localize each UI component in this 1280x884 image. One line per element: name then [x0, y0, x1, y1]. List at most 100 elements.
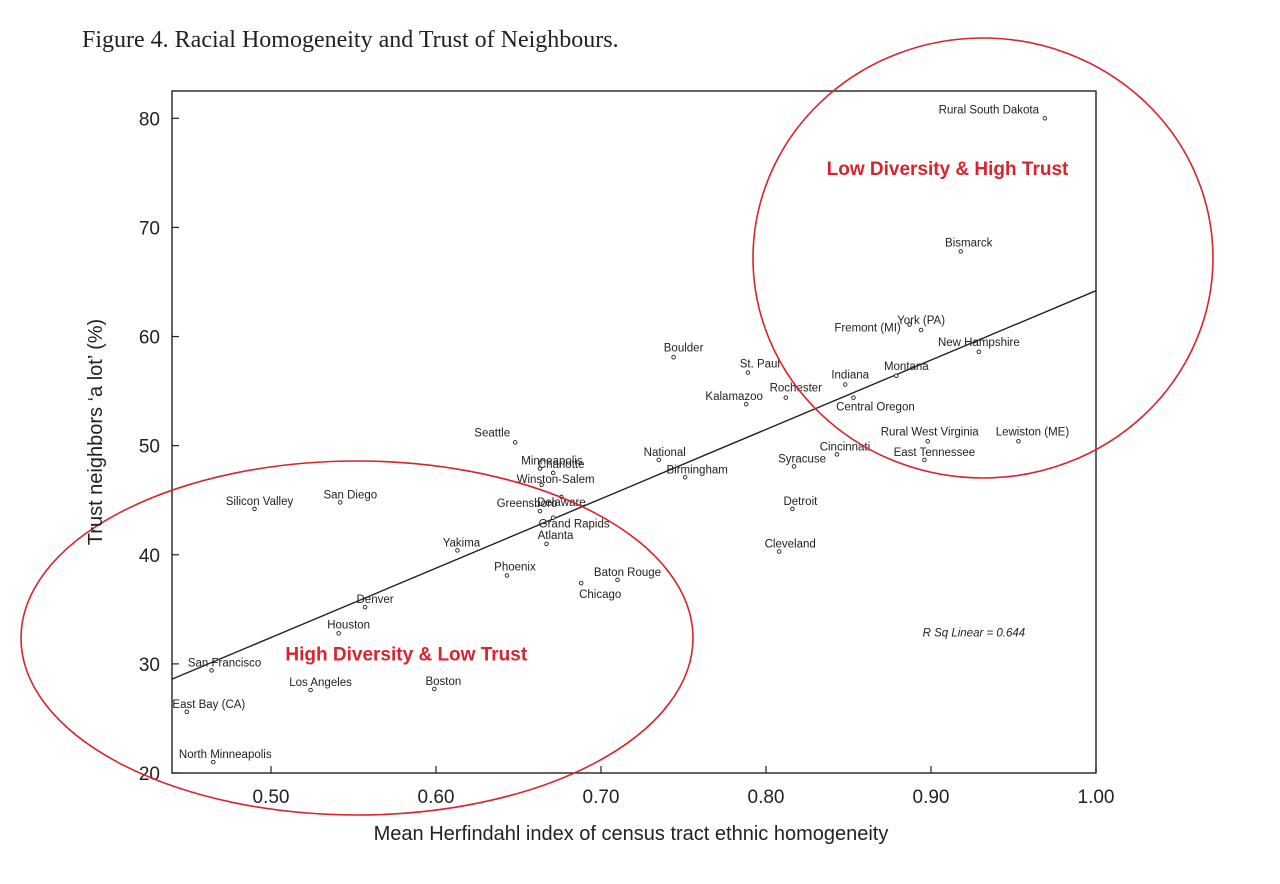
data-point	[512, 440, 518, 445]
point-label: Syracuse	[778, 453, 826, 465]
data-point	[656, 457, 662, 463]
data-point	[578, 580, 584, 586]
point-label: Atlanta	[538, 530, 574, 542]
data-point	[783, 395, 789, 400]
y-tick-label: 80	[139, 109, 160, 130]
point-label: San Francisco	[188, 657, 262, 669]
data-point	[851, 395, 856, 400]
point-label: Winston-Salem	[517, 474, 595, 486]
point-label: York (PA)	[897, 315, 945, 327]
data-point	[791, 464, 797, 469]
x-axis: 0.50 0.60 0.70 0.80 0.90 1.00	[253, 766, 1115, 808]
data-point	[834, 452, 840, 457]
x-tick-label: 0.50	[253, 787, 290, 808]
annotation-low-diversity-high-trust: Low Diversity & High Trust	[827, 159, 1069, 180]
data-point	[550, 470, 556, 476]
point-label: Delaware	[537, 497, 586, 509]
data-point	[338, 500, 343, 505]
point-label: National	[644, 447, 686, 459]
high-diversity-circle	[20, 460, 694, 816]
point-label: San Diego	[323, 489, 377, 501]
data-point	[976, 349, 982, 355]
point-label: Houston	[327, 619, 370, 631]
regression-line	[171, 290, 1097, 680]
x-tick-label: 0.80	[748, 787, 785, 808]
data-point	[455, 548, 460, 553]
point-label: Boulder	[664, 342, 704, 354]
data-point	[1042, 116, 1048, 121]
r-squared-label: R Sq Linear = 0.644	[923, 628, 1026, 640]
data-point	[336, 631, 341, 636]
point-label: Denver	[357, 594, 394, 606]
point-label: Chicago	[579, 589, 621, 601]
point-label: Lewiston (ME)	[996, 426, 1070, 438]
data-point	[790, 506, 795, 512]
data-point	[210, 759, 216, 765]
point-label: Bismarck	[945, 237, 993, 249]
data-point	[907, 322, 912, 327]
point-label: New Hampshire	[938, 337, 1020, 349]
point-label: Silicon Valley	[226, 496, 294, 508]
x-tick-label: 1.00	[1078, 787, 1115, 808]
data-point	[544, 541, 549, 547]
x-tick-label: 0.90	[913, 787, 950, 808]
point-label: Cincinnati	[820, 441, 871, 453]
y-tick-label: 70	[139, 218, 160, 239]
point-label: Baton Rouge	[594, 567, 661, 579]
data-point	[776, 549, 782, 554]
point-label: East Tennessee	[894, 447, 976, 459]
point-label: Montana	[884, 361, 929, 373]
plot-frame	[171, 90, 1097, 774]
x-axis-title: Mean Herfindahl index of census tract et…	[374, 823, 889, 845]
data-point	[537, 466, 543, 471]
point-label: Greensboro	[497, 498, 558, 510]
point-label: Grand Rapids	[539, 519, 610, 531]
data-point	[894, 373, 899, 379]
data-point	[615, 577, 620, 583]
point-label: St. Paul	[740, 359, 780, 371]
point-label: Kalamazoo	[705, 391, 763, 403]
data-point	[362, 604, 368, 610]
data-point	[925, 439, 930, 444]
data-point	[432, 686, 437, 692]
data-point	[745, 370, 751, 375]
point-label: Birmingham	[666, 464, 727, 476]
point-label: Rural South Dakota	[939, 104, 1040, 116]
point-label: Seattle	[474, 427, 510, 439]
point-label: Rochester	[770, 383, 823, 395]
point-label: North Minneapolis	[179, 749, 272, 761]
data-point	[252, 506, 257, 512]
data-point	[922, 457, 927, 463]
data-point	[918, 327, 924, 333]
point-label: Yakima	[443, 537, 481, 549]
data-point	[682, 475, 688, 480]
data-point	[842, 382, 848, 387]
y-tick-label: 30	[139, 655, 160, 676]
data-point	[539, 482, 544, 488]
point-label: Indiana	[831, 370, 869, 382]
point-label: Detroit	[783, 496, 818, 508]
y-axis-title: Trust neighbors ‘a lot’ (%)	[85, 319, 107, 545]
data-point	[1016, 439, 1021, 444]
data-points: Rural South Dakota Bismarck York (PA)Fremo…	[172, 104, 1070, 765]
data-point	[671, 355, 676, 360]
x-tick-label: 0.60	[418, 787, 455, 808]
point-label: Rural West Virginia	[881, 426, 980, 438]
data-point	[550, 515, 556, 520]
data-point	[209, 668, 214, 673]
data-point	[743, 401, 749, 407]
y-tick-label: 50	[139, 437, 160, 458]
point-label: Minneapolis	[521, 456, 583, 468]
point-label: Los Angeles	[289, 677, 352, 689]
point-label: Phoenix	[494, 561, 536, 573]
data-point	[958, 249, 963, 254]
data-point	[504, 573, 510, 578]
point-label: Charlotte	[538, 459, 585, 471]
point-label: East Bay (CA)	[172, 699, 245, 711]
point-label: Central Oregon	[836, 402, 915, 414]
data-point	[537, 508, 543, 514]
point-label: Boston	[425, 676, 461, 688]
point-label: Fremont (MI)	[834, 323, 901, 335]
